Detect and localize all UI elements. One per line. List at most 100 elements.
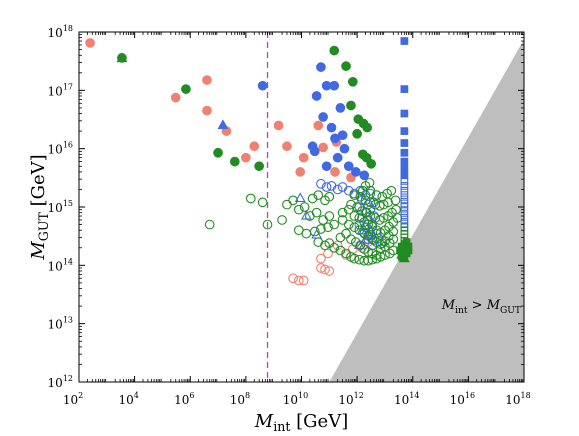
salmon-circle-point [249, 141, 260, 152]
salmon-circle-point [85, 38, 95, 48]
green-circle-point [329, 45, 340, 56]
blue-circle-point [343, 161, 354, 172]
green-circle-point [365, 197, 376, 208]
green-circle-point [357, 206, 367, 216]
blue-square-point [400, 182, 409, 190]
green-circle-point [377, 191, 388, 202]
green-circle-point [352, 128, 362, 139]
green-circle-point [311, 207, 322, 218]
salmon-circle-point [313, 120, 324, 131]
green-circle-point [309, 226, 320, 237]
blue-circle-point [318, 112, 328, 122]
region-annotation: Mint > MGUT [441, 298, 521, 316]
tick-label: 1017 [48, 82, 73, 98]
green-circle-point [366, 158, 377, 169]
green-triangle-point [116, 52, 128, 63]
green-circle-point [343, 219, 354, 230]
blue-circle-point [330, 133, 340, 144]
blue-circle-point [316, 62, 326, 72]
axis-ticks [78, 31, 525, 383]
salmon-circle-point [282, 141, 292, 152]
blue-circle-point [359, 170, 370, 181]
salmon-circle-point [298, 275, 309, 286]
salmon-circle-point [202, 75, 212, 85]
green-circle-point [355, 191, 366, 202]
salmon-circle-point [320, 264, 330, 275]
blue-circle-point [326, 122, 337, 133]
tick-label: 1016 [48, 141, 73, 157]
blue-circle-point [321, 182, 332, 192]
tick-label: 106 [174, 391, 194, 407]
green-circle-point [349, 253, 360, 264]
tick-label: 1010 [283, 391, 308, 407]
blue-square-point [400, 109, 409, 118]
plot-area [85, 32, 524, 383]
green-circle-point [301, 228, 312, 239]
green-circle-point [288, 195, 298, 206]
tick-label: 108 [230, 391, 250, 407]
salmon-circle-point [318, 142, 328, 153]
green-circle-point [337, 207, 348, 218]
green-circle-point [204, 219, 215, 230]
tick-label: 104 [118, 391, 138, 407]
salmon-circle-point [316, 253, 326, 264]
green-circle-point [324, 211, 335, 221]
green-circle-point [362, 122, 373, 133]
green-circle-point [374, 200, 385, 211]
green-circle-point [390, 195, 401, 206]
green-circle-point [365, 185, 376, 196]
green-circle-point [313, 190, 324, 200]
tick-label: 1018 [48, 24, 73, 40]
green-circle-point [378, 199, 389, 210]
green-circle-point [316, 224, 326, 234]
green-circle-point [354, 225, 365, 236]
blue-circle-point [316, 178, 326, 189]
blue-square-point [400, 177, 409, 185]
green-circle-point [254, 161, 264, 172]
salmon-circle-point [316, 263, 326, 273]
green-circle-point [371, 190, 382, 200]
green-circle-point [360, 195, 371, 206]
blue-circle-point [337, 182, 348, 192]
blue-square-point [400, 148, 409, 157]
blue-triangle-point [311, 228, 323, 239]
salmon-circle-point [298, 152, 309, 163]
green-circle-point [343, 204, 354, 215]
green-circle-point [365, 211, 376, 221]
salmon-circle-point [293, 275, 304, 286]
tick-label: 1018 [505, 391, 530, 407]
tick-label: 102 [63, 391, 83, 407]
blue-circle-point [335, 103, 346, 113]
excluded-region [329, 39, 524, 383]
green-circle-point [349, 211, 360, 221]
green-circle-point [329, 242, 340, 253]
blue-circle-point [332, 152, 343, 163]
blue-square-point [400, 203, 409, 211]
x-axis-label: Mint [GeV] [254, 411, 348, 434]
tick-label: 1016 [450, 391, 475, 407]
green-circle-point [282, 199, 292, 210]
green-circle-point [349, 190, 360, 200]
y-axis-label: MGUT [GeV] [28, 154, 51, 260]
green-circle-point [346, 100, 356, 111]
blue-square-point [400, 195, 409, 204]
green-circle-point [181, 84, 191, 94]
salmon-circle-point [295, 167, 306, 177]
green-circle-point [229, 156, 240, 167]
tick-label: 1012 [338, 391, 363, 407]
green-circle-point [299, 202, 310, 212]
green-circle-point [364, 177, 375, 188]
green-circle-point [257, 197, 268, 208]
blue-square-point [400, 157, 409, 166]
blue-circle-point [257, 80, 268, 91]
blue-circle-point [311, 91, 322, 101]
blue-triangle-point [217, 119, 229, 130]
blue-square-point [400, 127, 409, 135]
green-circle-point [213, 147, 223, 158]
salmon-circle-point [241, 152, 251, 163]
salmon-circle-point [170, 92, 181, 103]
green-circle-point [378, 213, 389, 223]
blue-circle-point [307, 141, 318, 152]
green-circle-point [341, 61, 351, 71]
tick-label: 1013 [48, 316, 73, 332]
